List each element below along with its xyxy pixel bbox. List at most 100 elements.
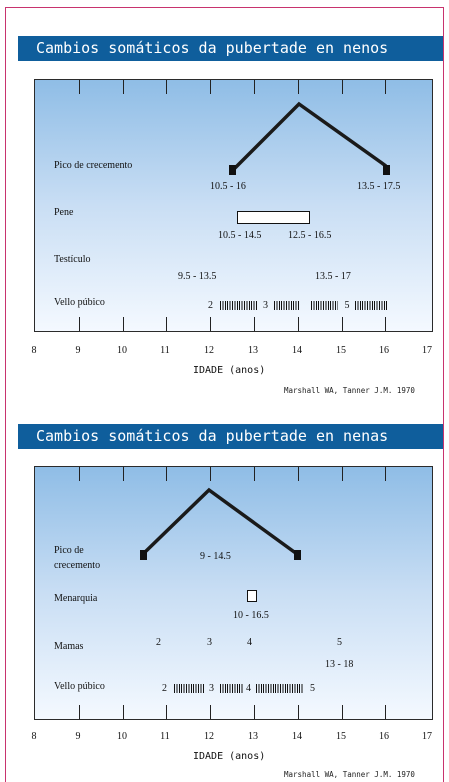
- pubic-hair-stages: 2 3 5: [208, 300, 388, 312]
- bottom-tick: [79, 317, 80, 331]
- axis-tick-label: 10: [117, 345, 127, 356]
- stage-5: 5: [310, 683, 315, 694]
- bottom-tick: [123, 317, 124, 331]
- axis-tick-label: 13: [248, 731, 258, 742]
- bottom-tick: [342, 317, 343, 331]
- top-tick: [210, 80, 211, 94]
- growth-label: Pico de crecemento: [54, 160, 133, 171]
- bottom-tick: [342, 705, 343, 719]
- axis-tick-label: 16: [379, 345, 389, 356]
- testicle-label: Testículo: [54, 254, 91, 265]
- axis-tick-label: 12: [204, 345, 214, 356]
- breast-stage-5: 5: [337, 637, 342, 648]
- bottom-tick: [166, 705, 167, 719]
- stage-2: 2: [208, 300, 213, 311]
- pubic-hair-stages: 2 3 4 5: [162, 683, 315, 695]
- growth-range: 9 - 14.5: [200, 551, 231, 562]
- top-tick: [385, 80, 386, 94]
- axis-tick-label: 9: [75, 345, 81, 356]
- top-tick: [298, 467, 299, 481]
- stage-hatch: [355, 301, 388, 311]
- bottom-tick: [79, 705, 80, 719]
- penis-range-start: 10.5 - 14.5: [218, 230, 262, 241]
- growth-end-marker: [294, 550, 301, 560]
- boys-growth-peak: [229, 101, 390, 175]
- axis-title: IDADE (anos): [193, 751, 266, 762]
- bottom-tick: [123, 705, 124, 719]
- growth-start-marker: [229, 165, 236, 175]
- boys-title: Cambios somáticos da pubertade en nenos: [18, 36, 443, 61]
- axis-tick-label: 15: [336, 731, 346, 742]
- boys-chart-panel: Pico de crecemento 10.5 - 16 13.5 - 17.5…: [34, 79, 433, 332]
- stage-hatch: [311, 301, 338, 311]
- stage-hatch: [219, 684, 244, 694]
- growth-peak-line: [230, 101, 388, 173]
- growth-end-marker: [383, 165, 390, 175]
- testicle-range-start: 9.5 - 13.5: [178, 271, 217, 282]
- growth-label-line1: Pico de: [54, 545, 84, 556]
- boys-source: Marshall WA, Tanner J.M. 1970: [284, 386, 415, 395]
- breast-stage-4: 4: [247, 637, 252, 648]
- top-tick: [123, 467, 124, 481]
- top-tick: [254, 467, 255, 481]
- top-tick: [166, 467, 167, 481]
- bottom-tick: [254, 705, 255, 719]
- penis-bar: [237, 211, 310, 224]
- top-tick: [79, 80, 80, 94]
- growth-range-end: 13.5 - 17.5: [357, 181, 401, 192]
- breast-range: 13 - 18: [325, 659, 354, 670]
- penis-range-end: 12.5 - 16.5: [288, 230, 332, 241]
- penis-label: Pene: [54, 207, 74, 218]
- girls-source: Marshall WA, Tanner J.M. 1970: [284, 770, 415, 779]
- girls-title: Cambios somáticos da pubertade en nenas: [18, 424, 443, 449]
- stage-2: 2: [162, 683, 167, 694]
- axis-tick-label: 13: [248, 345, 258, 356]
- bottom-tick: [385, 705, 386, 719]
- stage-5: 5: [344, 300, 350, 311]
- bottom-tick: [254, 317, 255, 331]
- stage-hatch: [173, 684, 204, 694]
- axis-tick-label: 17: [422, 345, 432, 356]
- growth-start-marker: [140, 550, 147, 560]
- growth-label-line2: crecemento: [54, 560, 101, 571]
- breast-stage-2: 2: [156, 637, 161, 648]
- menarche-label: Menarquia: [54, 593, 98, 604]
- growth-range-start: 10.5 - 16: [210, 181, 246, 192]
- top-tick: [210, 467, 211, 481]
- stage-hatch: [255, 684, 303, 694]
- bottom-tick: [210, 317, 211, 331]
- top-tick: [79, 467, 80, 481]
- axis-tick-label: 8: [31, 345, 37, 356]
- page-border: [5, 7, 444, 782]
- axis-tick-label: 9: [75, 731, 81, 742]
- stage-3: 3: [263, 300, 268, 311]
- growth-peak-line: [141, 487, 299, 556]
- bottom-tick: [210, 705, 211, 719]
- top-tick: [342, 467, 343, 481]
- axis-title: IDADE (anos): [193, 365, 266, 376]
- axis-tick-label: 15: [336, 345, 346, 356]
- stage-3: 3: [209, 683, 214, 694]
- bottom-tick: [298, 317, 299, 331]
- pubic-hair-label: Vello púbico: [54, 681, 105, 692]
- top-tick: [385, 467, 386, 481]
- bottom-tick: [298, 705, 299, 719]
- girls-chart-panel: Pico de crecemento 9 - 14.5 Menarquia 10…: [34, 466, 433, 720]
- axis-tick-label: 14: [292, 731, 302, 742]
- top-tick: [166, 80, 167, 94]
- menarche-marker: [247, 590, 257, 602]
- top-tick: [342, 80, 343, 94]
- testicle-range-end: 13.5 - 17: [315, 271, 351, 282]
- axis-tick-label: 11: [160, 345, 170, 356]
- stage-hatch: [219, 301, 258, 311]
- axis-tick-label: 11: [160, 731, 170, 742]
- axis-tick-label: 8: [31, 731, 37, 742]
- menarche-range: 10 - 16.5: [233, 610, 269, 621]
- top-tick: [123, 80, 124, 94]
- breast-label: Mamas: [54, 641, 84, 652]
- stage-hatch: [273, 301, 299, 311]
- bottom-tick: [166, 317, 167, 331]
- breast-stage-3: 3: [207, 637, 212, 648]
- axis-tick-label: 10: [117, 731, 127, 742]
- bottom-tick: [385, 317, 386, 331]
